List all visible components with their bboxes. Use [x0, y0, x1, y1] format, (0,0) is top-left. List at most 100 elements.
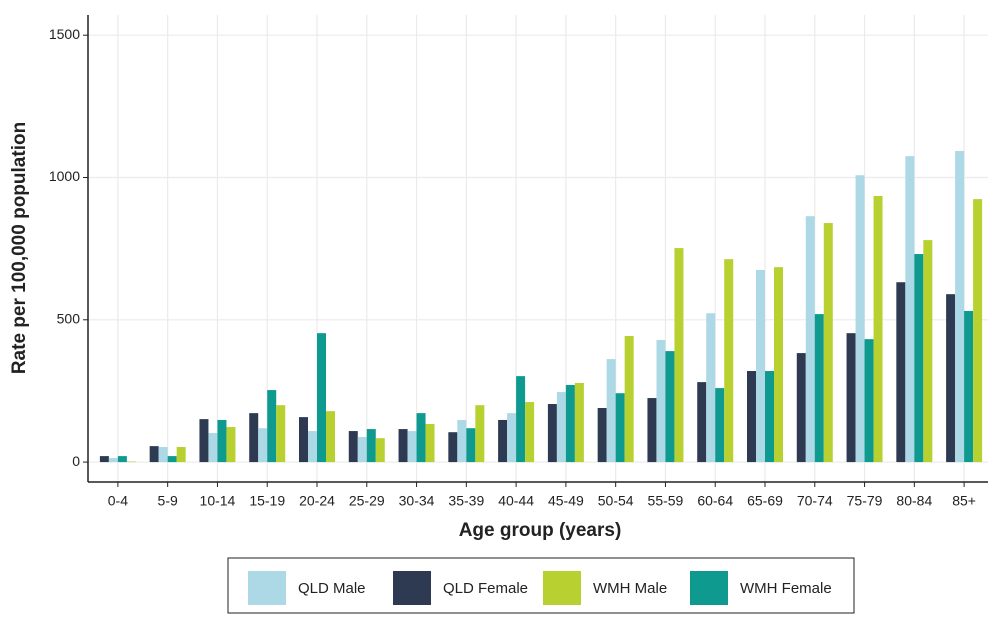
- legend-label: QLD Female: [443, 580, 528, 597]
- bar: [624, 336, 634, 463]
- bar: [715, 388, 725, 463]
- bar: [507, 413, 517, 463]
- x-tick-label: 10-14: [200, 493, 236, 509]
- bar: [208, 433, 218, 463]
- bar: [448, 432, 458, 463]
- bar: [656, 339, 666, 463]
- x-tick-label: 45-49: [548, 493, 584, 509]
- bar: [226, 427, 236, 463]
- bar: [525, 402, 535, 463]
- bar: [905, 156, 915, 463]
- bar: [258, 428, 268, 463]
- bar: [498, 419, 508, 463]
- bar: [796, 353, 806, 463]
- bar: [425, 423, 435, 463]
- x-tick-label: 60-64: [697, 493, 733, 509]
- bar: [565, 384, 575, 463]
- legend-swatch: [690, 571, 728, 605]
- x-tick-label: 20-24: [299, 493, 335, 509]
- bar: [805, 216, 815, 463]
- bar: [249, 413, 259, 463]
- bar: [855, 175, 865, 463]
- x-tick-label: 85+: [952, 493, 976, 509]
- bar: [466, 428, 476, 463]
- legend-label: WMH Female: [740, 580, 832, 597]
- x-tick-label: 35-39: [448, 493, 484, 509]
- x-tick-label: 55-59: [648, 493, 684, 509]
- x-tick-label: 40-44: [498, 493, 534, 509]
- bar: [706, 313, 716, 463]
- bar: [665, 351, 675, 463]
- bar: [158, 446, 168, 463]
- bar: [357, 437, 367, 463]
- bar: [348, 431, 358, 463]
- bar: [765, 371, 774, 463]
- bar: [846, 333, 856, 463]
- bar: [99, 456, 109, 463]
- y-tick-label: 0: [72, 453, 80, 469]
- bar: [475, 405, 485, 463]
- x-axis-label: Age group (years): [459, 520, 622, 541]
- bar: [199, 419, 209, 463]
- bar: [574, 382, 584, 463]
- bar: [276, 405, 286, 463]
- bar: [697, 382, 707, 463]
- legend-box: [227, 557, 855, 614]
- bar: [914, 254, 924, 463]
- x-tick-label: 5-9: [158, 493, 178, 509]
- bar: [756, 269, 765, 463]
- bar: [149, 446, 159, 463]
- bar: [516, 376, 526, 463]
- bar: [864, 339, 874, 463]
- bar: [615, 393, 625, 463]
- bar: [317, 333, 326, 463]
- y-tick-label: 1000: [49, 168, 80, 184]
- bar: [308, 431, 317, 463]
- bar: [457, 419, 467, 463]
- bar: [724, 259, 734, 463]
- y-tick-label: 500: [57, 310, 81, 326]
- bar: [896, 282, 906, 463]
- bar: [407, 431, 417, 463]
- bar: [873, 195, 883, 463]
- bar: [326, 411, 335, 463]
- bar: [606, 359, 616, 463]
- x-tick-label: 80-84: [896, 493, 932, 509]
- bar: [814, 314, 824, 463]
- legend-label: QLD Male: [298, 580, 366, 597]
- x-tick-label: 15-19: [249, 493, 285, 509]
- bar: [923, 240, 933, 463]
- bar: [267, 390, 277, 463]
- bar: [108, 458, 118, 463]
- y-axis-label: Rate per 100,000 population: [9, 122, 30, 374]
- bar: [547, 404, 557, 463]
- bar: [556, 392, 566, 463]
- legend-swatch: [543, 571, 581, 605]
- x-tick-label: 30-34: [399, 493, 435, 509]
- x-tick-label: 50-54: [598, 493, 634, 509]
- bar: [167, 456, 177, 463]
- x-tick-label: 0-4: [108, 493, 128, 509]
- bar: [117, 456, 127, 463]
- bar: [398, 429, 408, 463]
- bar: [674, 248, 684, 463]
- y-tick-label: 1500: [49, 26, 80, 42]
- bar: [823, 223, 833, 463]
- bar: [299, 417, 308, 463]
- x-tick-label: 25-29: [349, 493, 385, 509]
- bar: [964, 310, 974, 463]
- bar: [747, 371, 756, 463]
- bar: [597, 408, 607, 463]
- bar: [774, 267, 783, 463]
- bar: [375, 438, 385, 463]
- bar: [126, 461, 136, 463]
- bar: [946, 294, 956, 463]
- x-tick-label: 65-69: [747, 493, 783, 509]
- bar: [955, 151, 965, 463]
- x-tick-label: 75-79: [847, 493, 883, 509]
- legend-swatch: [248, 571, 286, 605]
- bar: [416, 413, 426, 463]
- legend-label: WMH Male: [593, 580, 667, 597]
- bar: [176, 446, 186, 463]
